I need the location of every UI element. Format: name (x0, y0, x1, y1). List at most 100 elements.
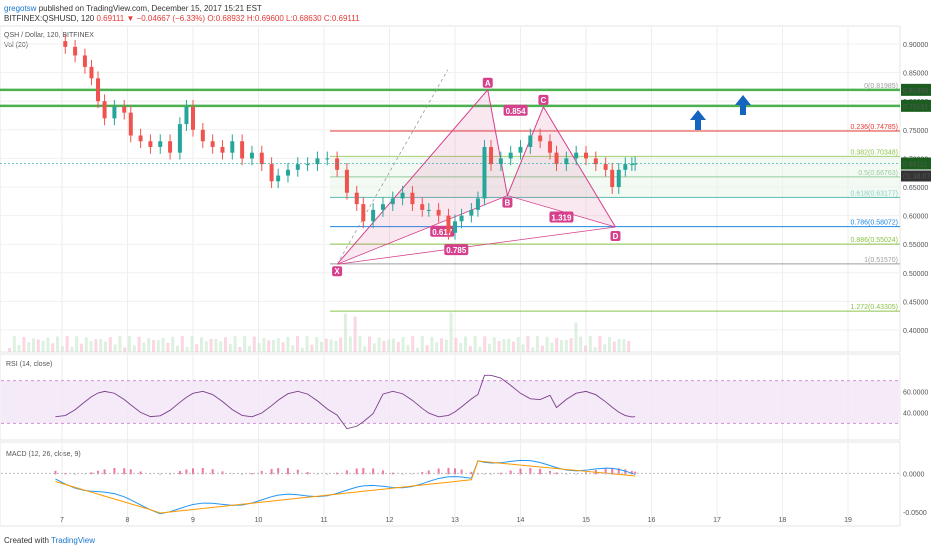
macd-panel[interactable] (0, 441, 901, 527)
macd-hist-bar (470, 471, 473, 475)
macd-hist-bar (519, 468, 522, 475)
price-tick: 0.90000 (903, 42, 928, 49)
current-price-tag (901, 157, 931, 170)
volume-bar (555, 338, 559, 352)
macd-hist-bar (411, 473, 414, 475)
up-arrow-icon (735, 95, 751, 115)
ratio-badge (444, 244, 469, 256)
volume-bar (156, 340, 160, 352)
candle-body (528, 135, 533, 147)
candle-body (210, 141, 215, 147)
volume-bar (545, 336, 549, 352)
volume-bar (502, 339, 506, 352)
volume-bar (219, 341, 223, 352)
macd-hist-bar (565, 473, 568, 475)
symbol-label: BITFINEX:QSHUSD, 120 (4, 14, 95, 23)
candle-body (230, 141, 235, 153)
candlesticks (63, 34, 638, 240)
volume-bar (531, 347, 535, 352)
volume-bar (497, 341, 501, 352)
candle-body (73, 46, 78, 56)
axes: 7 8 9 10 11 12 13 14 15 16 17 18 19 0.90000 0.85000 0.8… (0, 42, 931, 524)
candle-body (249, 152, 254, 159)
candle-body (63, 41, 68, 47)
svg-text:BITFINEX:QSHUSD, 120 0.69111: BITFINEX:QSHUSD, 120 0.69111 ▼ −0.04667 … (4, 14, 360, 23)
candle-body (344, 169, 349, 193)
macd-hist-bar (113, 468, 116, 475)
candle-body (177, 124, 182, 153)
volume-bar (84, 337, 88, 352)
volume-bar (612, 341, 616, 352)
candle-body (633, 163, 638, 165)
macd-hist-bar (286, 468, 289, 475)
volume-bar (454, 337, 458, 352)
candle-body (426, 209, 431, 211)
volume-bar (195, 344, 199, 352)
xabcd-pattern: X A B C D 0.854 0.617 1.319 0.785 (332, 69, 621, 277)
volume-bar (248, 345, 251, 352)
volume-bar (209, 338, 213, 352)
time-tick: 15 (582, 517, 590, 524)
volume-bar (310, 344, 314, 352)
candle-body (482, 146, 487, 199)
macd-hist-bar (490, 473, 493, 476)
volume-bar (243, 336, 247, 352)
pattern-xd (337, 226, 616, 265)
time-tick: 8 (126, 517, 130, 524)
macd-hist-bar (139, 471, 142, 475)
volume-bar (363, 346, 367, 352)
volume-bar (358, 336, 362, 352)
volume-bar (60, 346, 64, 352)
volume-bar (540, 345, 544, 352)
candle-body (184, 106, 189, 125)
time-tick: 19 (844, 517, 852, 524)
volume-bar (564, 340, 568, 352)
pattern-point-label: D (613, 232, 619, 241)
volume-bar (627, 341, 631, 352)
trend-dashed (336, 69, 449, 265)
created-with-text: Created with (4, 536, 49, 545)
volume-bar (228, 344, 232, 352)
candle-body (623, 164, 628, 170)
volume-bar (584, 345, 587, 352)
price-tick: 0.55000 (903, 242, 928, 249)
volume-bar (473, 336, 477, 352)
volume-bar (483, 336, 487, 352)
macd-hist-bar (460, 469, 463, 475)
macd-hist-bar (192, 468, 194, 475)
up-arrow-icon (690, 110, 706, 130)
author-name: gregotsw (4, 4, 37, 13)
rsi-line (55, 374, 636, 430)
candle-body (629, 164, 634, 166)
volume-bar (536, 336, 539, 352)
volume-bar (468, 346, 472, 352)
fib-label: 1(0.51570) (864, 257, 898, 264)
time-tick: 17 (713, 517, 721, 524)
candle-body (96, 78, 101, 102)
volume-bar (75, 336, 79, 352)
macd-hist-bar (381, 470, 384, 475)
volume-bar (622, 339, 626, 352)
price-tick: 0.45000 (903, 299, 928, 306)
volume-bar (593, 347, 597, 352)
macd-hist-bar (129, 469, 132, 475)
candle-body (295, 164, 300, 170)
ratio-label: 0.785 (446, 246, 467, 255)
countdown-value: 01:38:07 (903, 173, 930, 180)
brand-name: TradingView (51, 536, 95, 545)
pair-title: QSH / Dollar, 120, BITFINEX (4, 32, 94, 39)
volume-bar (574, 322, 578, 352)
volume-bar (449, 312, 453, 352)
candle-body (220, 146, 225, 153)
volume-bar (286, 336, 290, 352)
volume-bar (588, 336, 592, 352)
volume-bar (516, 337, 520, 352)
volume-bar (41, 340, 45, 352)
arrow-markers (690, 95, 751, 130)
volume-bar (185, 347, 189, 352)
pattern-point-label: C (541, 96, 547, 105)
candle-body (498, 158, 503, 165)
ratio-label: 1.319 (551, 213, 572, 222)
volume-bar (190, 336, 194, 352)
